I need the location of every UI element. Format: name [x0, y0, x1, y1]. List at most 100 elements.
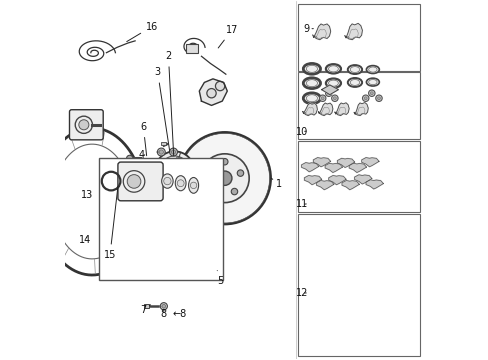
Text: 15: 15 — [103, 186, 118, 260]
Polygon shape — [354, 175, 371, 184]
Ellipse shape — [188, 177, 198, 193]
Circle shape — [162, 176, 166, 181]
Polygon shape — [341, 180, 359, 190]
Text: 11: 11 — [295, 199, 307, 210]
Circle shape — [331, 95, 337, 102]
Bar — [298, 140, 419, 212]
Circle shape — [169, 148, 177, 156]
Ellipse shape — [325, 64, 340, 73]
Polygon shape — [316, 180, 333, 190]
Ellipse shape — [303, 63, 320, 74]
Polygon shape — [361, 158, 378, 167]
Circle shape — [325, 90, 331, 96]
Circle shape — [171, 150, 175, 154]
Circle shape — [157, 148, 165, 156]
Circle shape — [377, 97, 380, 100]
Polygon shape — [313, 158, 330, 167]
Polygon shape — [366, 180, 383, 189]
FancyBboxPatch shape — [69, 110, 103, 140]
Ellipse shape — [303, 78, 320, 89]
Circle shape — [163, 177, 171, 185]
Circle shape — [190, 182, 196, 189]
Circle shape — [368, 90, 374, 96]
Circle shape — [369, 92, 372, 95]
Circle shape — [155, 151, 194, 191]
Polygon shape — [353, 103, 367, 116]
Polygon shape — [344, 23, 362, 40]
Text: 4: 4 — [138, 150, 144, 160]
Text: 2: 2 — [165, 51, 173, 156]
Polygon shape — [318, 103, 332, 116]
Text: 9: 9 — [303, 24, 313, 34]
Bar — [144, 305, 148, 308]
Bar — [186, 44, 198, 53]
Polygon shape — [328, 176, 346, 185]
Polygon shape — [301, 163, 318, 172]
Text: 6: 6 — [140, 122, 146, 156]
Text: 16: 16 — [126, 22, 158, 42]
Circle shape — [79, 120, 89, 130]
Ellipse shape — [325, 78, 340, 88]
Polygon shape — [321, 85, 338, 95]
Circle shape — [364, 97, 366, 100]
Text: 14: 14 — [79, 235, 91, 245]
Circle shape — [211, 188, 218, 195]
Ellipse shape — [366, 66, 379, 73]
Circle shape — [237, 170, 243, 176]
Circle shape — [321, 97, 324, 100]
Circle shape — [319, 95, 325, 102]
Bar — [298, 4, 419, 71]
Circle shape — [215, 81, 224, 91]
Text: 10: 10 — [295, 127, 307, 136]
Circle shape — [162, 161, 166, 166]
Polygon shape — [199, 79, 227, 105]
Bar — [298, 214, 419, 356]
Text: 1: 1 — [271, 178, 281, 189]
Bar — [298, 72, 419, 139]
Text: 12: 12 — [295, 288, 307, 298]
Circle shape — [362, 95, 368, 102]
Ellipse shape — [175, 176, 185, 191]
Circle shape — [176, 157, 181, 161]
Circle shape — [160, 303, 167, 310]
Bar — [99, 158, 223, 280]
Circle shape — [200, 154, 249, 203]
Text: 8: 8 — [161, 309, 166, 319]
Circle shape — [162, 305, 165, 308]
Text: 17: 17 — [218, 25, 238, 48]
Polygon shape — [302, 103, 317, 116]
Bar — [143, 158, 148, 161]
Polygon shape — [312, 24, 330, 40]
Text: 5: 5 — [217, 271, 223, 286]
Circle shape — [217, 171, 231, 185]
Text: 7: 7 — [140, 305, 150, 315]
Circle shape — [375, 95, 382, 102]
Polygon shape — [337, 158, 354, 167]
Circle shape — [165, 162, 183, 180]
Ellipse shape — [303, 93, 320, 104]
Circle shape — [221, 158, 227, 165]
Ellipse shape — [347, 65, 362, 74]
Text: 13: 13 — [81, 190, 93, 200]
Circle shape — [126, 155, 133, 162]
Circle shape — [176, 181, 181, 185]
Circle shape — [333, 97, 336, 100]
Ellipse shape — [347, 78, 362, 87]
Polygon shape — [348, 163, 366, 172]
Text: 3: 3 — [154, 67, 169, 152]
Bar — [161, 142, 166, 145]
Circle shape — [159, 150, 163, 154]
Circle shape — [127, 175, 141, 188]
Polygon shape — [334, 103, 348, 116]
Text: ←8: ←8 — [172, 309, 186, 319]
Circle shape — [205, 170, 212, 176]
Circle shape — [206, 89, 216, 98]
Circle shape — [179, 132, 270, 224]
Polygon shape — [325, 163, 342, 172]
Circle shape — [231, 188, 237, 195]
Circle shape — [185, 169, 189, 173]
Circle shape — [326, 92, 329, 95]
Polygon shape — [304, 176, 321, 185]
Ellipse shape — [366, 78, 379, 86]
Circle shape — [177, 180, 184, 187]
